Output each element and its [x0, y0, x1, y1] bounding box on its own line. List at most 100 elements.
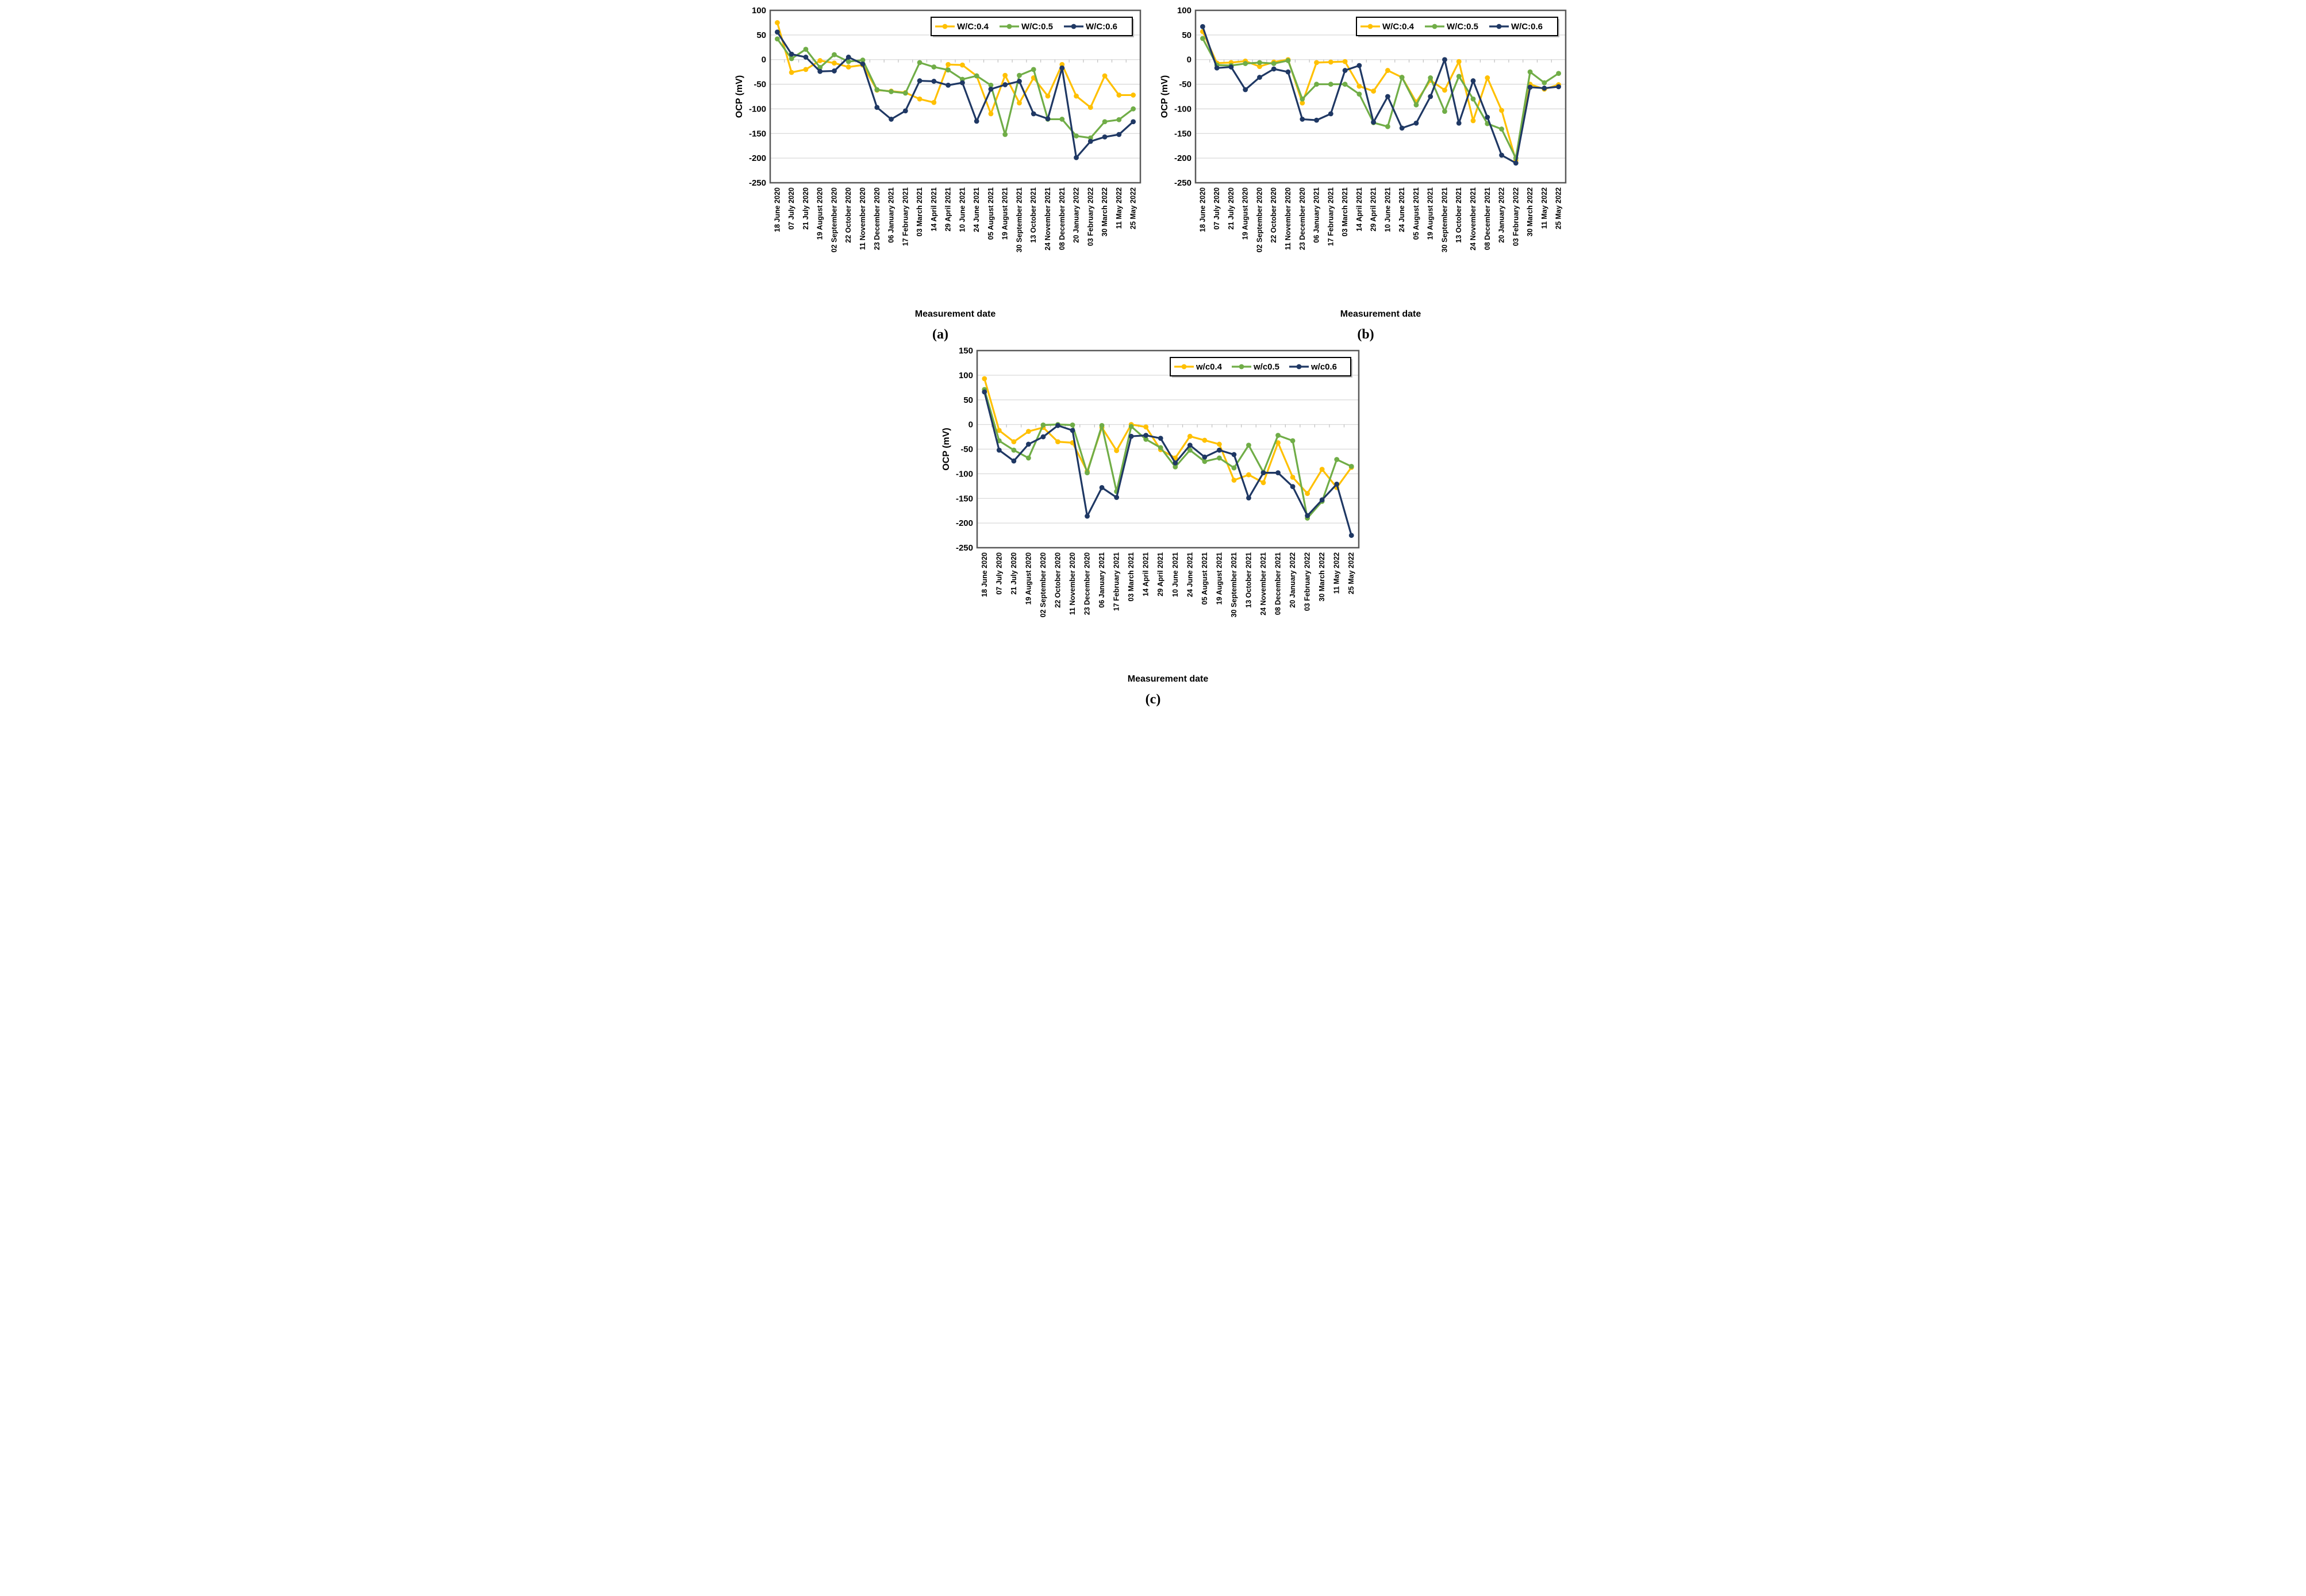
- marker-W/C:0.6-02 September 2020[interactable]: [832, 68, 837, 74]
- marker-w/c0.4-07 July 2020[interactable]: [996, 428, 1002, 433]
- marker-W/C:0.6-30 March 2022[interactable]: [1527, 84, 1533, 90]
- marker-w/c0.5-13 October 2021[interactable]: [1246, 443, 1251, 448]
- marker-W/C:0.6-07 July 2020[interactable]: [789, 51, 794, 57]
- marker-W/C:0.6-03 March 2021[interactable]: [1342, 68, 1348, 73]
- marker-W/C:0.6-30 September 2021[interactable]: [1442, 57, 1447, 63]
- marker-W/C:0.4-24 November 2021[interactable]: [1045, 93, 1051, 99]
- marker-W/C:0.5-19 August 2021[interactable]: [1428, 75, 1433, 80]
- marker-W/C:0.6-19 August 2021[interactable]: [1002, 82, 1008, 87]
- marker-W/C:0.4-03 March 2021[interactable]: [1342, 59, 1348, 64]
- marker-W/C:0.6-03 March 2021[interactable]: [917, 78, 923, 83]
- marker-W/C:0.5-08 December 2021[interactable]: [1059, 117, 1065, 122]
- marker-w/c0.5-03 March 2021[interactable]: [1128, 424, 1134, 429]
- marker-w/c0.4-22 October 2020[interactable]: [1055, 439, 1060, 445]
- series-line-wcwcwcwc0.5[interactable]: [1201, 38, 1559, 159]
- marker-w/c0.5-21 July 2020[interactable]: [1011, 447, 1017, 453]
- marker-W/C:0.5-18 June 2020[interactable]: [1200, 36, 1205, 41]
- marker-w/c0.5-29 April 2021[interactable]: [1158, 445, 1163, 451]
- marker-W/C:0.6-08 December 2021[interactable]: [1059, 65, 1065, 71]
- marker-w/c0.5-24 June 2021[interactable]: [1187, 447, 1193, 453]
- marker-W/C:0.4-10 June 2021[interactable]: [959, 62, 965, 68]
- marker-W/C:0.4-30 September 2021[interactable]: [1442, 87, 1447, 93]
- marker-W/C:0.5-03 March 2021[interactable]: [1342, 82, 1348, 87]
- marker-W/C:0.5-23 December 2020[interactable]: [874, 87, 880, 93]
- marker-W/C:0.6-20 January 2022[interactable]: [1499, 152, 1504, 158]
- marker-W/C:0.4-10 June 2021[interactable]: [1385, 68, 1390, 73]
- marker-W/C:0.6-22 October 2020[interactable]: [1271, 66, 1277, 72]
- marker-w/c0.6-08 December 2021[interactable]: [1275, 470, 1281, 476]
- marker-W/C:0.5-29 April 2021[interactable]: [946, 67, 951, 73]
- marker-W/C:0.6-29 April 2021[interactable]: [1371, 120, 1377, 125]
- marker-W/C:0.4-14 April 2021[interactable]: [931, 99, 937, 105]
- marker-w/c0.6-23 December 2020[interactable]: [1085, 513, 1090, 519]
- marker-w/c0.5-30 September 2021[interactable]: [1231, 465, 1237, 471]
- marker-w/c0.6-18 June 2020[interactable]: [982, 389, 987, 395]
- marker-W/C:0.6-19 August 2020[interactable]: [1243, 87, 1248, 93]
- marker-W/C:0.6-14 April 2021[interactable]: [931, 79, 937, 84]
- marker-W/C:0.6-30 March 2022[interactable]: [1102, 134, 1108, 140]
- marker-w/c0.6-03 February 2022[interactable]: [1305, 513, 1310, 518]
- marker-W/C:0.6-05 August 2021[interactable]: [988, 86, 994, 92]
- marker-W/C:0.4-05 August 2021[interactable]: [988, 111, 994, 117]
- marker-W/C:0.5-25 May 2022[interactable]: [1131, 106, 1136, 111]
- marker-w/c0.4-14 April 2021[interactable]: [1143, 424, 1149, 430]
- marker-W/C:0.4-22 October 2020[interactable]: [845, 64, 851, 70]
- marker-W/C:0.4-30 March 2022[interactable]: [1102, 73, 1108, 79]
- marker-W/C:0.5-17 February 2021[interactable]: [1328, 82, 1333, 87]
- marker-w/c0.4-17 February 2021[interactable]: [1114, 448, 1120, 453]
- marker-W/C:0.6-02 September 2020[interactable]: [1257, 75, 1262, 80]
- series-line-wcwcwc0.4[interactable]: [983, 378, 1352, 495]
- marker-W/C:0.6-11 November 2020[interactable]: [1285, 69, 1291, 75]
- marker-w/c0.5-08 December 2021[interactable]: [1275, 433, 1281, 438]
- marker-w/c0.6-11 May 2022[interactable]: [1334, 481, 1340, 487]
- marker-W/C:0.6-23 December 2020[interactable]: [874, 105, 880, 110]
- marker-W/C:0.5-05 August 2021[interactable]: [988, 82, 994, 88]
- marker-W/C:0.4-25 May 2022[interactable]: [1131, 93, 1136, 98]
- marker-W/C:0.5-02 September 2020[interactable]: [1257, 60, 1262, 66]
- marker-w/c0.6-03 March 2021[interactable]: [1128, 433, 1134, 439]
- marker-W/C:0.6-17 February 2021[interactable]: [1328, 111, 1333, 117]
- marker-W/C:0.5-03 March 2021[interactable]: [917, 60, 923, 66]
- marker-W/C:0.4-06 January 2021[interactable]: [1314, 60, 1319, 66]
- marker-w/c0.4-19 August 2020[interactable]: [1025, 429, 1031, 434]
- marker-W/C:0.6-23 December 2020[interactable]: [1300, 117, 1305, 122]
- legend-box[interactable]: [931, 17, 1133, 36]
- marker-W/C:0.4-19 August 2020[interactable]: [817, 58, 823, 63]
- marker-w/c0.4-21 July 2020[interactable]: [1011, 439, 1017, 445]
- legend-label-W/C:0.6[interactable]: W/C:0.6: [1511, 22, 1543, 32]
- legend-label-w/c0.6[interactable]: w/c0.6: [1310, 362, 1337, 372]
- marker-W/C:0.6-13 October 2021[interactable]: [1031, 111, 1036, 117]
- marker-W/C:0.6-18 June 2020[interactable]: [774, 29, 780, 35]
- marker-W/C:0.6-10 June 2021[interactable]: [959, 80, 965, 86]
- marker-w/c0.6-24 June 2021[interactable]: [1187, 443, 1193, 448]
- marker-w/c0.4-24 June 2021[interactable]: [1187, 433, 1193, 439]
- marker-W/C:0.5-11 November 2020[interactable]: [1285, 58, 1291, 63]
- marker-W/C:0.6-03 February 2022[interactable]: [1513, 160, 1519, 166]
- marker-w/c0.6-20 January 2022[interactable]: [1290, 484, 1296, 490]
- marker-W/C:0.6-30 September 2021[interactable]: [1017, 79, 1022, 84]
- marker-w/c0.6-11 November 2020[interactable]: [1070, 428, 1075, 433]
- marker-w/c0.4-13 October 2021[interactable]: [1246, 472, 1251, 478]
- marker-W/C:0.6-06 January 2021[interactable]: [1314, 117, 1319, 123]
- marker-W/C:0.4-29 April 2021[interactable]: [1371, 89, 1377, 94]
- marker-W/C:0.5-06 January 2021[interactable]: [889, 89, 894, 94]
- legend-label-W/C:0.4[interactable]: W/C:0.4: [1382, 22, 1415, 32]
- marker-W/C:0.5-11 May 2022[interactable]: [1542, 80, 1547, 86]
- marker-W/C:0.6-24 June 2021[interactable]: [1399, 125, 1405, 131]
- legend-label-w/c0.5[interactable]: w/c0.5: [1253, 362, 1279, 372]
- marker-W/C:0.6-08 December 2021[interactable]: [1485, 114, 1490, 120]
- legend-box[interactable]: [1170, 357, 1351, 376]
- marker-W/C:0.6-13 October 2021[interactable]: [1456, 120, 1462, 126]
- marker-W/C:0.6-24 June 2021[interactable]: [974, 118, 979, 124]
- marker-W/C:0.5-24 June 2021[interactable]: [974, 73, 979, 79]
- series-line-wcwcwcwc0.4[interactable]: [1201, 31, 1559, 162]
- marker-W/C:0.5-19 August 2020[interactable]: [817, 65, 823, 70]
- marker-W/C:0.6-20 January 2022[interactable]: [1074, 155, 1079, 160]
- marker-w/c0.5-02 September 2020[interactable]: [1040, 422, 1046, 428]
- marker-W/C:0.5-07 July 2020[interactable]: [789, 56, 794, 61]
- marker-w/c0.6-13 October 2021[interactable]: [1246, 495, 1251, 501]
- marker-W/C:0.6-21 July 2020[interactable]: [1228, 64, 1234, 70]
- series-line-wcwcwcwc0.5[interactable]: [777, 38, 1134, 139]
- marker-W/C:0.5-20 January 2022[interactable]: [1499, 126, 1504, 132]
- marker-W/C:0.6-07 July 2020[interactable]: [1214, 65, 1220, 71]
